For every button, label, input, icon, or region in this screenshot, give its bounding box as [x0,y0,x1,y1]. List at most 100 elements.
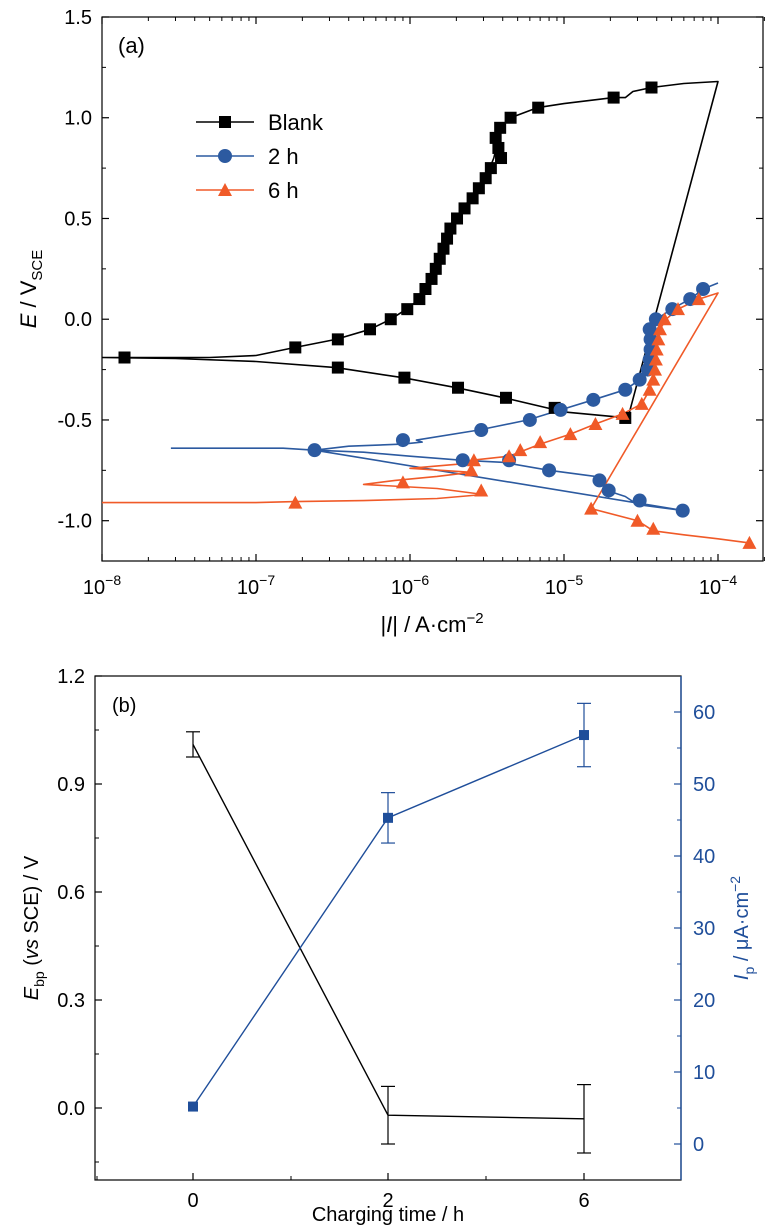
panel-a-curve [101,80,719,419]
panel-a-data-point [398,371,411,384]
panel-a-data-point [307,443,322,458]
panel-a-data-point [533,435,548,449]
panel-a-data-point [652,322,667,336]
panel-a-x-axis-label: |I| / A·cm−2 [380,610,483,637]
panel-a-x-tick-label: 10−8 [83,572,121,599]
legend-marker [218,149,232,163]
panel-b-right-axis-label: Ip / μA·cm−2 [727,876,757,980]
panel-b-left-tick-label: 0.0 [57,1098,85,1120]
panel-a-y-tick-label: 1.5 [64,7,92,29]
panel-a-data-point [742,535,757,549]
panel-a-markers [118,81,757,549]
legend-label: Blank [268,110,324,135]
panel-a-frame [101,16,764,562]
panel-a-data-point [691,292,706,306]
panel-a-data-point [584,501,599,515]
panel-a-data-point [288,495,303,509]
panel-a-data-point [504,111,517,124]
panel-b-x-axis-label: Charging time / h [312,1204,464,1226]
panel-a-data-point [607,91,620,104]
panel-a-x-tick-label: 10−4 [699,572,737,599]
panel-b-axes: 0 2 6 1.2 0.9 0.6 0.3 0.0 0 10 20 30 40 50 60 [57,666,715,1212]
panel-a-data-point [671,302,686,316]
panel-b-series [186,702,591,1154]
panel-a-data-point [489,131,502,144]
panel-a-data-point [395,433,410,448]
panel-a-data-point [513,443,528,457]
panel-a-data-point [494,121,507,134]
legend-label: 6 h [268,178,299,203]
panel-a-data-point [384,313,397,326]
panel-a-data-point [632,372,647,387]
panel-b-x-tick-label: 0 [187,1190,198,1212]
panel-a-data-point [331,361,344,374]
panel-b-right-tick-label: 30 [693,918,715,940]
panel-a-data-point [651,332,666,346]
panel-a-data-point [649,342,664,356]
panel-a-data-point [532,101,545,114]
panel-a-x-tick-label: 10−5 [545,572,583,599]
panel-b-data-point [188,1101,198,1112]
panel-a-data-point [495,152,508,165]
panel-a-curve [102,292,750,544]
panel-a-data-point [696,282,711,296]
panel-b-x-tick-label: 6 [578,1190,589,1212]
panel-a-data-point [657,312,672,326]
legend-marker [219,116,231,128]
panel-a-data-point [648,362,663,376]
panel-a-y-tick-label: 0.0 [64,309,92,331]
panel-a-data-point [401,303,414,316]
panel-a-data-point [553,402,568,417]
panel-a-data-point [592,473,607,488]
panel-a-data-point [648,352,663,366]
panel-a-data-point [395,475,410,489]
panel-a-data-point [364,323,377,336]
panel-a-data-point [646,521,661,535]
panel-a-label: (a) [118,33,145,58]
panel-a-data-point [499,391,512,404]
panel-a-data-point [433,252,446,265]
legend-marker [218,183,232,196]
panel-a-data-point [118,351,131,364]
panel-a-data-point [645,81,658,94]
panel-a-data-point [522,412,537,427]
panel-b-left-tick-label: 1.2 [57,666,85,688]
panel-a: (a) 10−8 10−7 10−6 10−5 10−4 1.5 1.0 0.5 0.0 -0.5… [16,7,765,637]
panel-a-data-point [615,406,630,420]
panel-a-data-point [646,372,661,386]
panel-a-y-tick-label: -1.0 [58,511,92,533]
panel-a-data-point [601,483,616,498]
panel-a-data-point [464,463,479,477]
panel-b-right-tick-label: 10 [693,1062,715,1084]
panel-a-data-point [618,382,633,397]
panel-a-data-point [642,322,657,337]
panel-b-data-point [383,812,393,823]
panel-a-data-point [452,381,465,394]
panel-b-right-tick-label: 50 [693,774,715,796]
panel-a-data-point [502,449,517,463]
panel-a-data-point [642,382,657,396]
panel-a-x-tick-label: 10−6 [391,572,429,599]
panel-a-lines [101,80,750,544]
panel-a-data-point [484,162,497,175]
panel-a-data-point [425,272,438,285]
panel-a-data-point [474,423,489,438]
panel-a-data-point [466,192,479,205]
panel-a-data-point [441,232,454,245]
panel-b-left-tick-label: 0.6 [57,882,85,904]
panel-a-y-tick-label: -0.5 [58,410,92,432]
panel-b-x-tick-label: 2 [382,1190,393,1212]
panel-a-data-point [331,333,344,346]
panel-a-data-point [586,392,601,407]
panel-a-data-point [542,463,557,478]
panel-a-data-point [632,493,647,508]
panel-a-legend: Blank 2 h 6 h [196,110,324,203]
panel-a-data-point [472,182,485,195]
panel-a-data-point [675,503,690,518]
panel-a-data-point [444,222,457,235]
panel-a-data-point [458,202,471,215]
panel-b: (b) 0 2 6 1.2 0.9 0.6 0.3 0.0 0 10 20 30 40 50 60 Char… [21,666,757,1226]
panel-b-right-tick-label: 60 [693,702,715,724]
panel-a-data-point [437,242,450,255]
